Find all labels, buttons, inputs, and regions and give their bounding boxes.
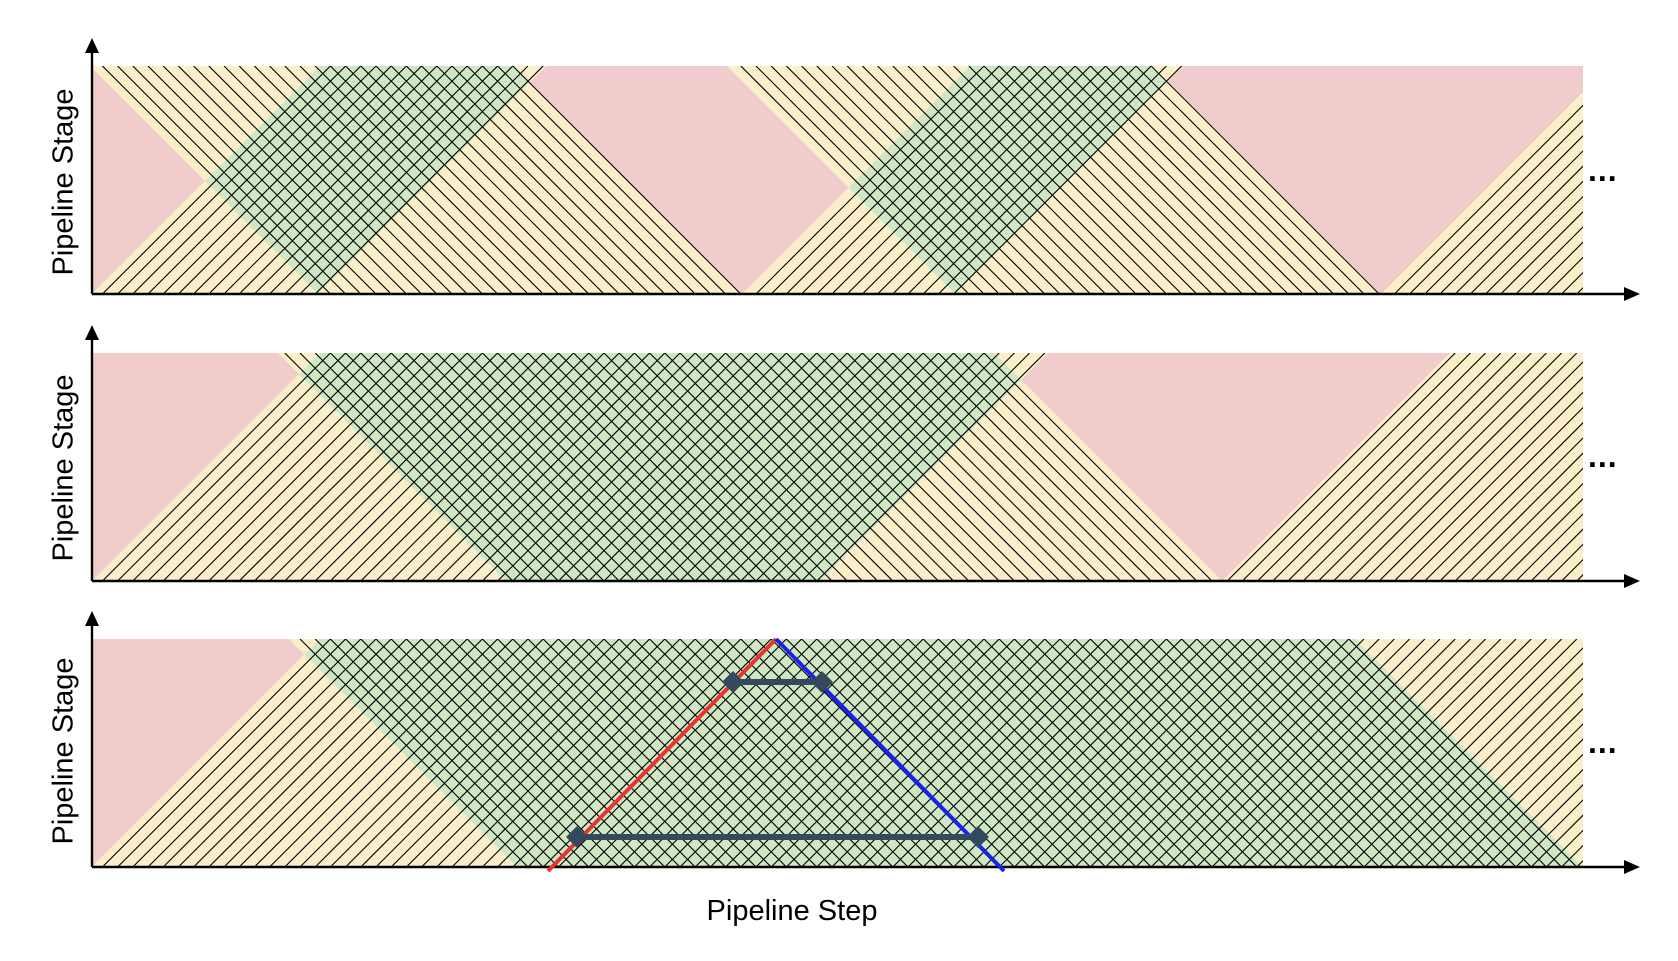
y-axis-arrow: [85, 325, 99, 340]
blue-diagonal-line: [774, 637, 1006, 873]
panel-3: [85, 611, 1640, 874]
x-axis-label: Pipeline Step: [706, 895, 878, 927]
panel-3-y-label: Pipeline Stage: [47, 657, 80, 845]
overlap-region: [289, 639, 1583, 867]
panel-1: [85, 38, 1640, 301]
panel-2: [85, 325, 1640, 588]
panel-2-plot-area: [92, 353, 1583, 581]
panel-2-continuation: ...: [1588, 438, 1618, 474]
panel-2-y-label: Pipeline Stage: [47, 374, 80, 562]
y-axis-arrow: [85, 38, 99, 53]
x-axis-arrow: [1624, 287, 1640, 301]
short-interval-bar: [722, 671, 833, 693]
diamond-marker: [566, 826, 588, 848]
y-axis-arrow: [85, 611, 99, 626]
forward-band: [1380, 91, 1583, 294]
x-axis-arrow: [1624, 574, 1640, 588]
panel-1-y-label: Pipeline Stage: [47, 88, 80, 276]
panel-1-continuation: ...: [1588, 152, 1618, 188]
panel-3-continuation: ...: [1588, 724, 1618, 760]
panel-1-plot-area: [92, 66, 1583, 294]
x-axis-arrow: [1624, 860, 1640, 874]
panel-3-plot-area: [92, 639, 1583, 867]
diamond-marker: [722, 671, 744, 693]
diamond-marker: [967, 826, 989, 848]
panel-3-annotation: [546, 637, 1006, 873]
diamond-marker: [811, 671, 833, 693]
long-interval-bar: [566, 826, 989, 848]
